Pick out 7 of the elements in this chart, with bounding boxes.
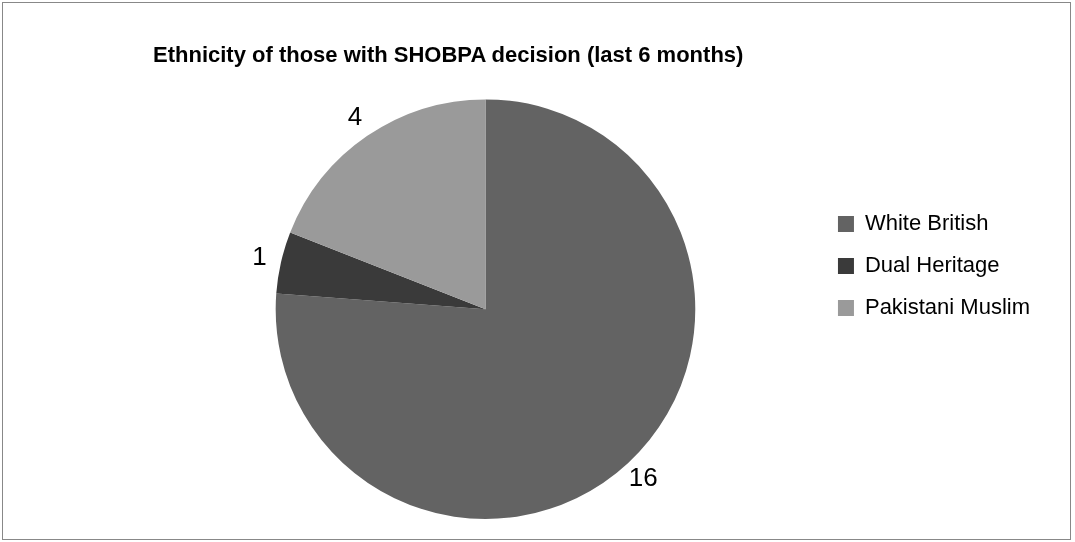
data-label: 4 (347, 100, 363, 131)
data-label: 1 (252, 240, 267, 271)
data-label: 16 (628, 462, 658, 493)
legend-label: White British (864, 210, 989, 236)
chart-title: Ethnicity of those with SHOBPA decision (last 6 months) (153, 42, 744, 68)
legend-label: Dual Heritage (864, 252, 1000, 278)
legend-label: Pakistani Muslim (864, 294, 1030, 320)
